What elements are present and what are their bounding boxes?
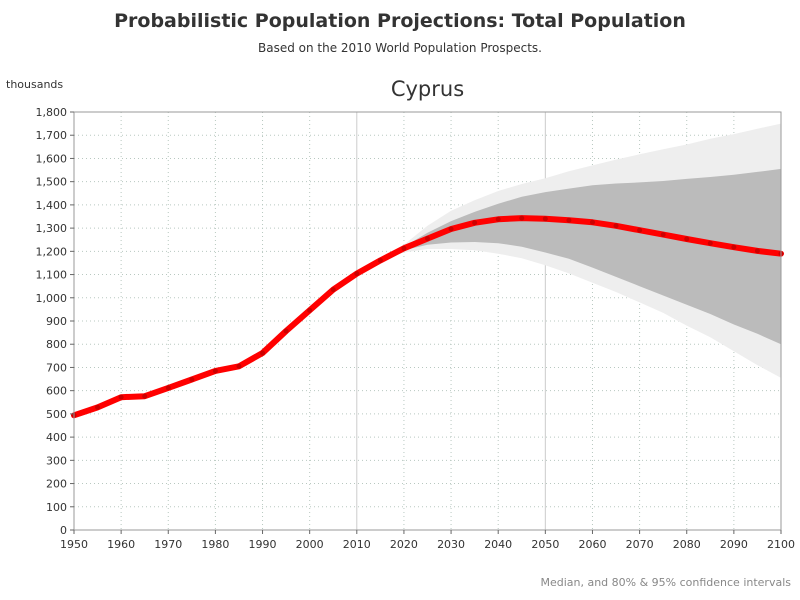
y-tick-label: 100 bbox=[46, 501, 67, 514]
y-tick-label: 1,400 bbox=[36, 199, 68, 212]
x-tick-label: 1960 bbox=[107, 538, 135, 551]
median-point bbox=[189, 377, 195, 383]
median-point bbox=[637, 227, 643, 233]
y-tick-label: 400 bbox=[46, 431, 67, 444]
y-tick-label: 700 bbox=[46, 361, 67, 374]
confidence-band-80 bbox=[356, 168, 781, 345]
median-point bbox=[260, 350, 266, 356]
confidence-bands bbox=[356, 123, 781, 378]
y-tick-label: 1,700 bbox=[36, 129, 68, 142]
median-point bbox=[519, 215, 525, 221]
median-point bbox=[425, 236, 430, 242]
chart-footnote: Median, and 80% & 95% confidence interva… bbox=[540, 576, 791, 589]
x-tick-label: 2060 bbox=[578, 538, 606, 551]
median-point bbox=[731, 244, 737, 250]
x-tick-label: 2040 bbox=[484, 538, 512, 551]
median-point bbox=[283, 328, 289, 334]
x-tick-label: 2050 bbox=[531, 538, 559, 551]
median-point bbox=[684, 236, 690, 242]
median-point bbox=[95, 404, 101, 410]
y-tick-label: 900 bbox=[46, 315, 67, 328]
median-point bbox=[377, 257, 383, 263]
country-title: Cyprus bbox=[390, 77, 465, 101]
median-point bbox=[707, 240, 713, 246]
median-point bbox=[307, 307, 313, 313]
median-point bbox=[754, 248, 760, 254]
y-tick-label: 1,200 bbox=[36, 245, 68, 258]
y-tick-label: 1,000 bbox=[36, 292, 68, 305]
x-tick-label: 1980 bbox=[201, 538, 229, 551]
y-tick-label: 1,300 bbox=[36, 222, 68, 235]
x-tick-label: 2070 bbox=[626, 538, 654, 551]
x-tick-label: 1950 bbox=[60, 538, 88, 551]
median-line-layer bbox=[71, 215, 784, 419]
y-tick-label: 1,500 bbox=[36, 176, 68, 189]
median-point bbox=[236, 363, 242, 369]
x-tick-label: 1970 bbox=[154, 538, 182, 551]
y-tick-label: 500 bbox=[46, 408, 67, 421]
y-tick-label: 600 bbox=[46, 385, 67, 398]
x-tick-label: 2100 bbox=[767, 538, 795, 551]
median-point bbox=[118, 394, 124, 400]
median-point bbox=[589, 219, 595, 225]
x-tick-label: 1990 bbox=[249, 538, 277, 551]
median-point bbox=[448, 226, 454, 232]
chart-title: Probabilistic Population Projections: To… bbox=[114, 10, 686, 32]
y-tick-label: 200 bbox=[46, 478, 67, 491]
y-tick-label: 1,100 bbox=[36, 269, 68, 282]
x-tick-label: 2030 bbox=[437, 538, 465, 551]
median-point bbox=[566, 217, 572, 223]
median-point bbox=[613, 223, 619, 229]
median-point bbox=[330, 287, 336, 293]
y-tick-label: 800 bbox=[46, 338, 67, 351]
x-tick-label: 2090 bbox=[720, 538, 748, 551]
median-point bbox=[142, 393, 148, 399]
median-point bbox=[660, 232, 666, 238]
x-tick-label: 2000 bbox=[296, 538, 324, 551]
chart-subtitle: Based on the 2010 World Population Prosp… bbox=[258, 41, 542, 55]
y-tick-label: 0 bbox=[60, 524, 67, 537]
median-point bbox=[542, 216, 548, 222]
median-point bbox=[472, 220, 478, 226]
x-tick-label: 2020 bbox=[390, 538, 418, 551]
axes: 0 100 200 300 400 500 600 700 800 900 1,000 1,100 1,… bbox=[36, 106, 796, 551]
median-point bbox=[354, 271, 360, 277]
y-axis-unit-label: thousands bbox=[6, 78, 64, 91]
median-point bbox=[212, 368, 218, 374]
median-point bbox=[495, 216, 501, 222]
x-tick-label: 2080 bbox=[673, 538, 701, 551]
median-point bbox=[401, 245, 407, 251]
y-tick-label: 1,600 bbox=[36, 152, 68, 165]
y-tick-label: 300 bbox=[46, 454, 67, 467]
x-tick-label: 2010 bbox=[343, 538, 371, 551]
y-tick-label: 1,800 bbox=[36, 106, 68, 119]
median-point bbox=[165, 385, 171, 391]
